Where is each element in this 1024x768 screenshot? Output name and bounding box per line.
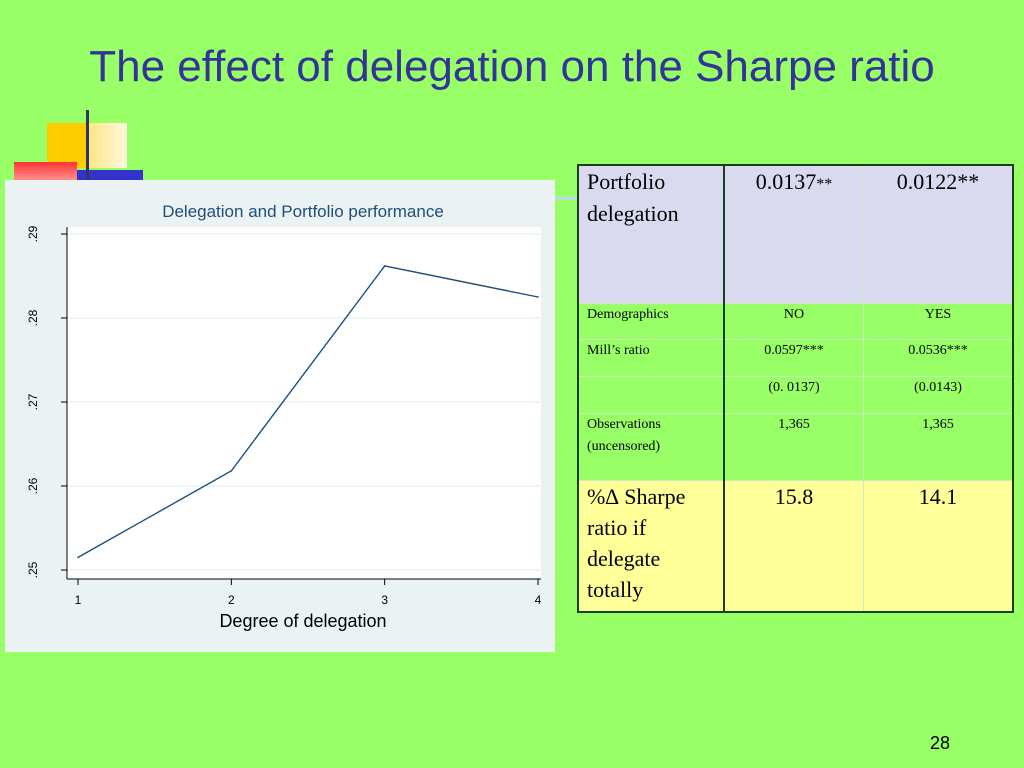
x-tick-label: 1	[75, 593, 82, 607]
data-point	[383, 265, 386, 267]
series-line	[77, 265, 539, 559]
page-number: 28	[930, 733, 951, 753]
header-col2: 0.0122**	[863, 164, 1014, 304]
footer-label: %∆ Sharpe ratio if delegate totally	[577, 480, 725, 613]
x-axis-title: Degree of delegation	[219, 611, 386, 631]
row-col1: NO	[723, 303, 864, 340]
table-row: Demographics NO YES	[577, 303, 1014, 340]
x-tick-label: 3	[381, 593, 388, 607]
y-tick-label: .25	[26, 561, 40, 578]
footer-col1: 15.8	[723, 480, 864, 613]
table-row: (0. 0137) (0.0143)	[577, 376, 1014, 414]
chart-title: Delegation and Portfolio performance	[162, 202, 444, 221]
decorative-red-bar	[14, 162, 77, 182]
results-table: Portfolio delegation 0.0137** 0.0122** D…	[577, 164, 1014, 613]
row-col2: 1,365	[863, 413, 1014, 481]
row-col1: 1,365	[723, 413, 864, 481]
x-tick-label: 4	[535, 593, 542, 607]
header-col1: 0.0137**	[723, 164, 864, 304]
y-tick-label: .26	[26, 477, 40, 494]
line-chart: Delegation and Portfolio performance .25…	[26, 202, 542, 631]
y-tick-label: .27	[26, 393, 40, 410]
header-col1-value: 0.0137	[755, 169, 817, 194]
row-col2: (0.0143)	[863, 376, 1014, 414]
table-footer-row: %∆ Sharpe ratio if delegate totally 15.8…	[577, 480, 1014, 613]
slide-title: The effect of delegation on the Sharpe r…	[89, 42, 935, 91]
table-row: Mill’s ratio 0.0597*** 0.0536***	[577, 339, 1014, 377]
y-tick-label: .28	[26, 309, 40, 326]
data-point	[77, 556, 79, 559]
x-tick-label: 2	[228, 593, 235, 607]
row-label: Mill’s ratio	[577, 339, 725, 377]
y-tick-label: .29	[26, 225, 40, 242]
row-label: Observations (uncensored)	[577, 413, 725, 481]
data-point	[537, 296, 539, 298]
data-point	[230, 470, 233, 472]
footer-col2: 14.1	[863, 480, 1014, 613]
row-col2: 0.0536***	[863, 339, 1014, 377]
row-col1: (0. 0137)	[723, 376, 864, 414]
header-label: Portfolio delegation	[577, 164, 725, 304]
decorative-line-vertical	[86, 110, 89, 185]
row-label: Demographics	[577, 303, 725, 340]
row-col1: 0.0597***	[723, 339, 864, 377]
decorative-blue-bar	[77, 170, 143, 182]
decorative-yellow-square	[47, 123, 87, 168]
header-col1-stars: **	[816, 176, 833, 193]
plot-area	[67, 227, 541, 579]
table-header-row: Portfolio delegation 0.0137** 0.0122**	[577, 164, 1014, 304]
table-row: Observations (uncensored) 1,365 1,365	[577, 413, 1014, 481]
decorative-light-square	[87, 123, 127, 168]
chart-panel: Delegation and Portfolio performance .25…	[5, 180, 555, 652]
row-label	[577, 376, 725, 414]
row-col2: YES	[863, 303, 1014, 340]
